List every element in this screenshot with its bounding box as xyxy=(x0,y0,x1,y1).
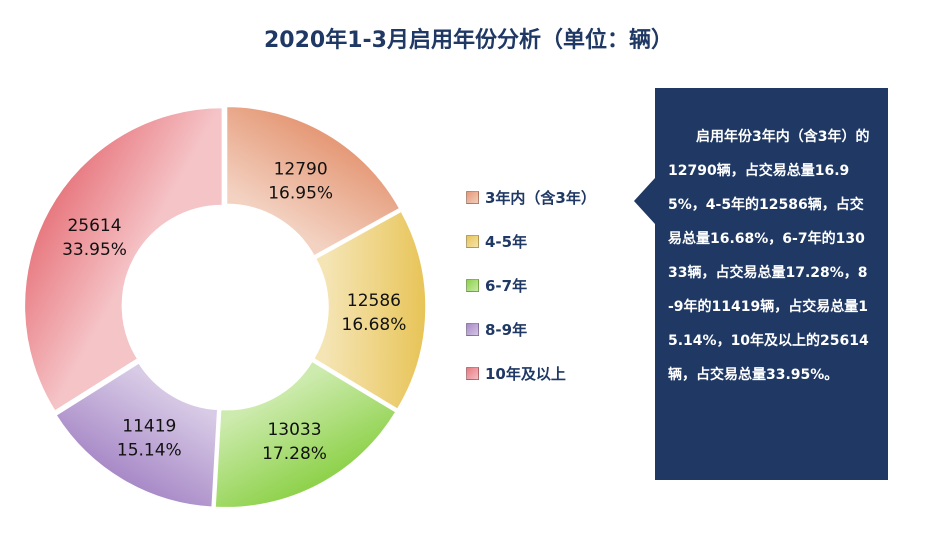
legend-swatch xyxy=(466,190,479,204)
legend-label: 3年内（含3年） xyxy=(485,188,596,207)
legend-label: 10年及以上 xyxy=(485,364,566,383)
donut-slice-10-plus-years xyxy=(23,106,224,413)
donut-slice-6-7-years xyxy=(214,360,397,509)
data-label-value-8-9-years: 11419 xyxy=(122,416,176,436)
data-label-percent-4-5-years: 16.68% xyxy=(342,315,407,335)
data-label-value-10-plus-years: 25614 xyxy=(67,216,121,236)
data-label-percent-8-9-years: 15.14% xyxy=(117,440,182,460)
data-label-percent-10-plus-years: 33.95% xyxy=(62,240,127,260)
chart-title: 2020年1-3月启用年份分析（单位：辆） xyxy=(264,28,673,53)
donut-slice-3-years xyxy=(225,105,401,258)
legend-swatch xyxy=(466,366,479,380)
donut-slice-8-9-years xyxy=(54,361,219,509)
legend-label: 6-7年 xyxy=(485,276,528,295)
legend-swatch xyxy=(466,278,479,292)
legend: 3年内（含3年） 4-5年 6-7年 8-9年 10年及以上 xyxy=(466,186,596,406)
donut-slice-4-5-years xyxy=(312,210,427,411)
legend-label: 8-9年 xyxy=(485,320,528,339)
data-label-value-4-5-years: 12586 xyxy=(347,291,401,311)
note-callout-shape xyxy=(634,88,888,480)
legend-item-10-plus-years: 10年及以上 xyxy=(466,362,596,384)
legend-item-3-years: 3年内（含3年） xyxy=(466,186,596,208)
legend-item-8-9-years: 8-9年 xyxy=(466,318,596,340)
legend-label: 4-5年 xyxy=(485,232,528,251)
legend-swatch xyxy=(466,234,479,248)
data-label-value-6-7-years: 13033 xyxy=(267,420,321,440)
data-label-value-3-years: 12790 xyxy=(274,160,328,180)
legend-item-6-7-years: 6-7年 xyxy=(466,274,596,296)
legend-swatch xyxy=(466,322,479,336)
note-text: 启用年份3年内（含3年）的12790辆，占交易总量16.95%，4-5年的125… xyxy=(668,129,870,383)
data-label-percent-3-years: 16.95% xyxy=(268,184,333,204)
legend-item-4-5-years: 4-5年 xyxy=(466,230,596,252)
data-label-percent-6-7-years: 17.28% xyxy=(262,444,327,464)
